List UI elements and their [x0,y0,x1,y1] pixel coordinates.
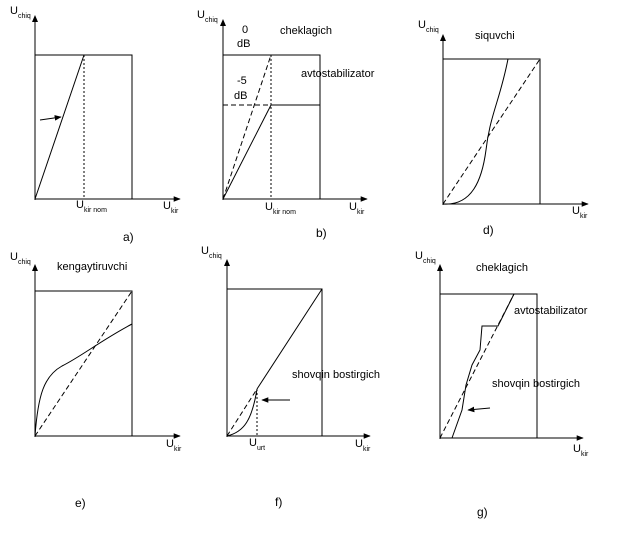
panel-a-y-label: Uchiq [10,5,31,20]
panel-b-solid-line [222,104,272,200]
panel-e-frame [34,290,133,437]
panel-b-level-m5: -5 [237,75,247,87]
panel-b-y-arrowhead [220,19,226,26]
panel-b-level-0-db: dB [237,38,250,50]
panel-e-y-arrowhead [32,264,38,271]
panel-g-y-label: Uchiq [415,250,436,265]
panel-b-nominal-label: Ukir nom [265,201,296,216]
panel-d-compressor-curve [442,58,509,205]
panel-d: Uchiq siquvchi Ukir d) [418,19,589,237]
panel-f-dashed-reference [226,388,258,437]
panel-e: Uchiq kengaytiruvchi Ukir e) [10,251,182,510]
panel-g-caption: g) [477,505,488,519]
panel-g: Uchiq cheklagich avtostabilizator shovqi… [415,250,589,519]
panel-f-label-shovqin-bostirgich: shovqin bostirgich [292,369,380,381]
panel-d-label-siquvchi: siquvchi [475,30,515,42]
panel-g-x-label: Ukir [573,443,589,458]
panel-d-frame [442,58,541,205]
panel-a: Uchiq Ukir nom Ukir a) [10,5,181,244]
panel-f-frame [226,288,323,437]
panel-f-threshold-label: Uurt [249,437,265,452]
panel-b-caption: b) [316,226,327,240]
panel-g-label-cheklagich: cheklagich [476,262,528,274]
panel-f-y-label: Uchiq [201,245,222,260]
panel-b-level-0: 0 [242,24,248,36]
panel-f-x-label: Ukir [355,438,371,453]
panel-d-y-arrowhead [440,34,446,41]
panel-f: Uchiq shovqin bostirgich Uurt Ukir f) [201,245,380,509]
panel-g-combined-curve [451,293,515,439]
panel-e-expander-curve [34,323,133,437]
panel-f-linear-part [256,288,323,390]
panel-b-label-avtostabilizator: avtostabilizator [301,68,375,80]
panel-d-x-label: Ukir [572,205,588,220]
panel-b-x-label: Ukir [349,201,365,216]
panel-b-level-m5-db: dB [234,90,247,102]
panel-a-pointer-arrow [39,115,62,121]
panel-f-gate-curve [226,388,258,437]
panel-b-label-cheklagich: cheklagich [280,25,332,37]
panel-e-y-label: Uchiq [10,251,31,266]
panel-g-pointer-arrow [467,406,491,413]
panel-g-label-shovqin-bostirgich: shovqin bostirgich [492,378,580,390]
panel-e-caption: e) [75,496,86,510]
panel-g-linear-reference [439,293,515,439]
panel-g-label-avtostabilizator: avtostabilizator [514,305,588,317]
panel-f-y-arrowhead [224,259,230,266]
panel-a-characteristic [34,54,85,200]
panel-a-nominal-label: Ukir nom [76,199,107,214]
panel-e-linear-reference [34,290,133,437]
panel-d-linear-reference [442,58,541,205]
panel-d-y-label: Uchiq [418,19,439,34]
panel-b: Uchiq 0 dB -5 dB cheklagich avtostabiliz… [197,9,375,240]
panel-e-label-kengaytiruvchi: kengaytiruvchi [57,261,127,273]
panel-g-frame [439,293,538,439]
panel-a-y-arrowhead [32,15,38,22]
panel-d-caption: d) [483,223,494,237]
panel-a-x-label: Ukir [163,200,179,215]
panel-b-y-label: Uchiq [197,9,218,24]
panel-e-x-label: Ukir [166,438,182,453]
panel-g-y-arrowhead [437,264,443,271]
panel-f-caption: f) [275,495,282,509]
panel-b-dashed-line [222,54,272,200]
panel-a-caption: a) [123,230,134,244]
